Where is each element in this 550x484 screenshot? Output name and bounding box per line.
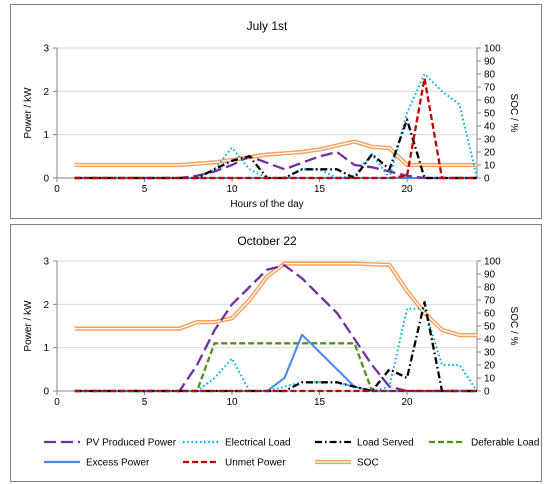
y-tick-label: 0 — [43, 174, 49, 185]
y2-tick-label: 20 — [484, 361, 496, 372]
legend-label-soc: SOC — [357, 458, 379, 469]
y2-axis-label: SOC / % — [508, 307, 519, 346]
legend-label-load-served: Load Served — [357, 438, 414, 449]
y-tick-label: 1 — [43, 343, 49, 354]
y-tick-label: 3 — [43, 257, 49, 268]
y-tick-label: 3 — [43, 44, 49, 55]
y2-tick-label: 10 — [484, 161, 496, 172]
x-tick-label: 0 — [54, 184, 60, 195]
legend-item-electrical-load: Electrical Load — [183, 438, 291, 449]
y-tick-label: 1 — [43, 130, 49, 141]
x-tick-label: 15 — [314, 184, 326, 195]
legend-label-excess-power: Excess Power — [86, 458, 150, 469]
x-tick-label: 15 — [314, 397, 326, 408]
y2-tick-label: 0 — [484, 387, 490, 398]
series-pv-produced-power-line — [74, 150, 477, 180]
x-axis-label: Hours of the day — [230, 199, 303, 210]
x-tick-label: 5 — [142, 184, 148, 195]
october-chart-panel: October 22 0 1 2 3 0 10 20 30 40 50 60 70 80 90 100 0 5 10… — [10, 224, 542, 482]
y2-tick-label: 0 — [484, 174, 490, 185]
y2-tick-label: 90 — [484, 57, 496, 68]
y2-tick-label: 50 — [484, 322, 496, 333]
chart-title: July 1st — [247, 19, 288, 33]
series-unmet-power-line — [74, 77, 477, 180]
series-electrical-load-line — [74, 307, 478, 392]
legend-item-excess-power: Excess Power — [44, 458, 150, 469]
legend-item-deferable-load: Deferable Load — [429, 438, 539, 449]
y2-tick-label: 100 — [484, 44, 501, 55]
legend-label-electrical-load: Electrical Load — [225, 438, 291, 449]
x-tick-label: 20 — [401, 397, 413, 408]
x-tick-label: 5 — [142, 397, 148, 408]
legend: PV Produced Power Electrical Load Load Ser… — [44, 438, 539, 469]
july-chart-panel: July 1st 0 1 2 3 0 10 20 30 40 50 60 70 80 90 100 0 5 10 15… — [10, 4, 542, 219]
series-soc-line-inner — [74, 262, 477, 336]
legend-item-pv-produced-power: PV Produced Power — [44, 438, 177, 449]
legend-item-load-served: Load Served — [315, 438, 414, 449]
y2-tick-label: 70 — [484, 83, 496, 94]
y-axis-label: Power / kW — [23, 300, 34, 352]
y2-tick-label: 60 — [484, 96, 496, 107]
x-tick-label: 0 — [54, 397, 60, 408]
legend-item-soc: SOC — [315, 458, 379, 469]
x-tick-label: 10 — [226, 397, 238, 408]
y2-tick-label: 30 — [484, 135, 496, 146]
legend-label-unmet-power: Unmet Power — [225, 458, 286, 469]
y2-tick-label: 80 — [484, 283, 496, 294]
y2-axis-label: SOC / % — [508, 94, 519, 133]
y-tick-label: 0 — [43, 387, 49, 398]
series-soc-line — [74, 261, 477, 338]
legend-label-deferable-load: Deferable Load — [471, 438, 539, 449]
y2-tick-label: 90 — [484, 270, 496, 281]
y2-tick-label: 60 — [484, 309, 496, 320]
y2-tick-label: 30 — [484, 348, 496, 359]
y2-tick-label: 80 — [484, 70, 496, 81]
y2-tick-label: 10 — [484, 374, 496, 385]
x-tick-label: 10 — [226, 184, 238, 195]
x-tick-label: 20 — [401, 184, 413, 195]
legend-label-pv-produced-power: PV Produced Power — [86, 438, 177, 449]
chart-title: October 22 — [237, 234, 297, 248]
y-tick-label: 2 — [43, 87, 49, 98]
y2-tick-label: 40 — [484, 335, 496, 346]
y2-tick-label: 20 — [484, 148, 496, 159]
y2-tick-label: 100 — [484, 257, 501, 268]
y2-tick-label: 70 — [484, 296, 496, 307]
y-tick-label: 2 — [43, 300, 49, 311]
series-pv-produced-power-line — [74, 264, 477, 393]
y2-tick-label: 40 — [484, 122, 496, 133]
series-load-served-line — [74, 301, 477, 393]
legend-item-unmet-power: Unmet Power — [183, 458, 286, 469]
y-axis-label: Power / kW — [23, 87, 34, 139]
y2-tick-label: 50 — [484, 109, 496, 120]
series-load-served-line — [74, 118, 477, 180]
